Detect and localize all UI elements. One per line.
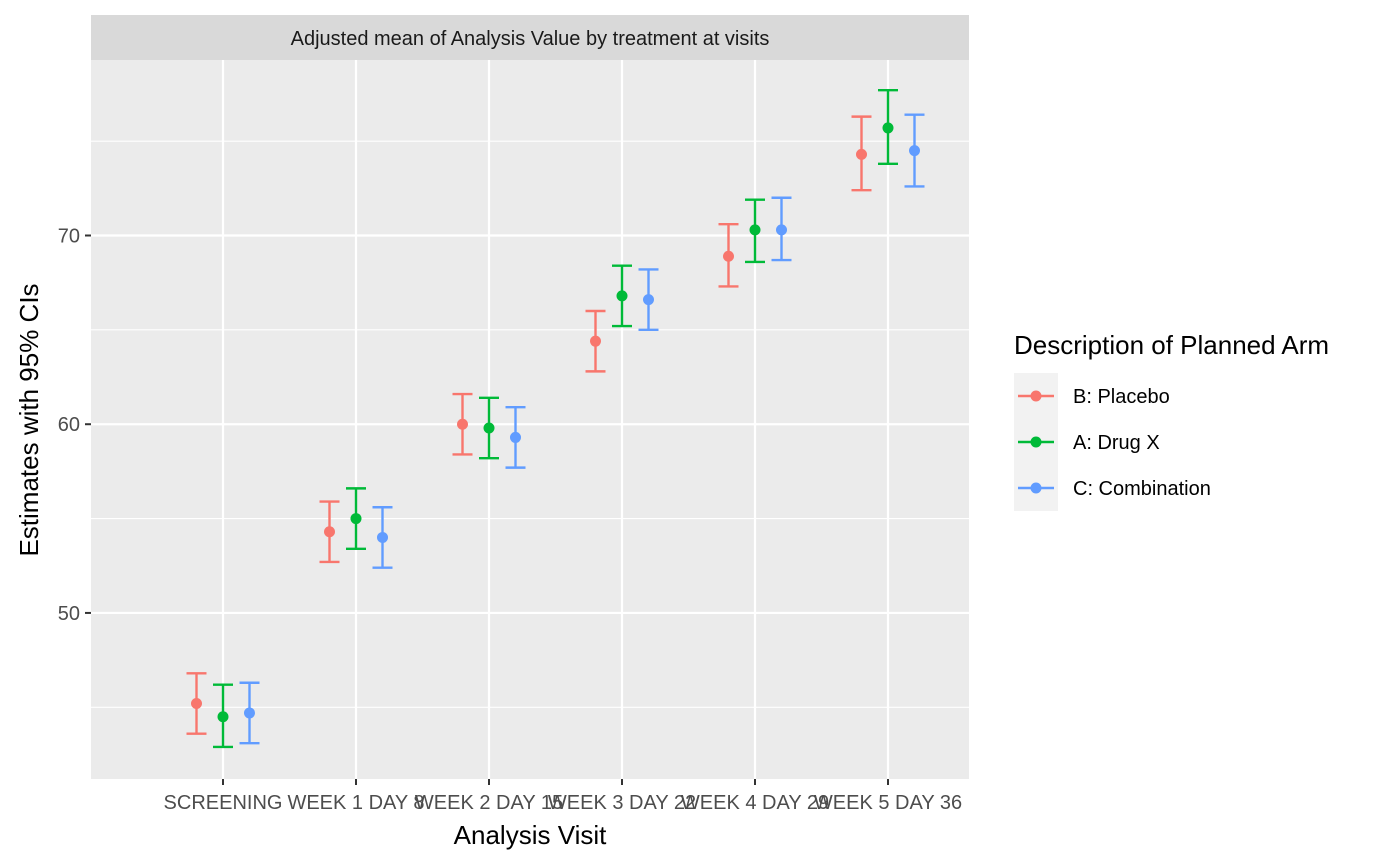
strip-background: [91, 15, 969, 60]
chart-title: Adjusted mean of Analysis Value by treat…: [291, 28, 770, 50]
data-point: [616, 290, 628, 302]
plot-panel: [91, 60, 969, 779]
data-point: [217, 711, 229, 723]
y-tick-label: 70: [58, 226, 80, 248]
data-point: [510, 431, 521, 443]
legend-key-point: [1030, 390, 1042, 402]
data-point: [377, 531, 388, 543]
data-point: [590, 335, 601, 347]
data-point: [723, 250, 734, 262]
legend-label: C: Combination: [1073, 478, 1211, 500]
chart-marks: [186, 88, 925, 749]
x-axis-label: Analysis Visit: [454, 820, 607, 850]
y-tick-label: 60: [58, 414, 80, 436]
data-point: [643, 294, 654, 306]
data-point: [749, 224, 761, 236]
grid-major: [91, 60, 969, 779]
x-tick-label: WEEK 1 DAY 8: [287, 792, 424, 814]
legend-items: B: Placebo A: Drug X C: Combination: [1014, 373, 1211, 511]
data-point: [483, 422, 495, 434]
x-tick-label: WEEK 3 DAY 22: [548, 792, 696, 814]
y-axis-label: Estimates with 95% CIs: [14, 283, 44, 556]
y-tick-label: 50: [58, 603, 80, 625]
data-point: [244, 707, 255, 719]
legend-title: Description of Planned Arm: [1014, 330, 1329, 360]
x-tick-label: SCREENING: [164, 792, 283, 814]
data-point: [856, 148, 867, 160]
data-point: [457, 418, 468, 430]
legend-key-point: [1030, 436, 1042, 448]
data-point: [776, 224, 787, 236]
legend-label: B: Placebo: [1073, 386, 1170, 408]
legend-key-point: [1030, 482, 1042, 494]
grid-minor: [91, 140, 969, 708]
data-point: [909, 145, 920, 157]
data-point: [350, 513, 362, 525]
legend: Description of Planned Arm B: Placebo A: …: [1014, 330, 1329, 511]
x-tick-label: WEEK 4 DAY 29: [681, 792, 829, 814]
data-point: [882, 122, 894, 134]
legend-label: A: Drug X: [1073, 432, 1160, 454]
x-tick-label: WEEK 2 DAY 15: [415, 792, 563, 814]
data-point: [191, 698, 202, 710]
data-point: [324, 526, 335, 538]
x-tick-label: WEEK 5 DAY 36: [814, 792, 962, 814]
